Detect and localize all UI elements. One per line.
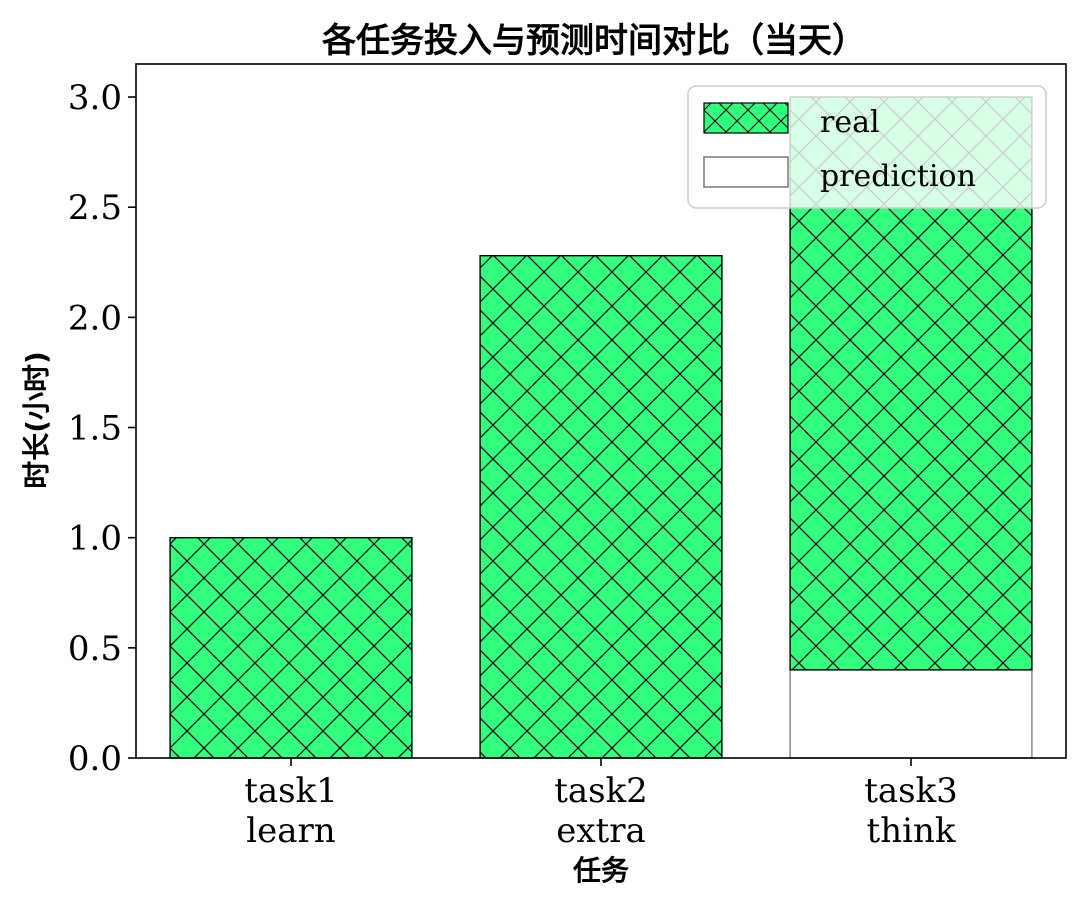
legend: real prediction bbox=[687, 85, 1047, 209]
legend-swatch-prediction bbox=[703, 156, 789, 188]
x-tick-label: think bbox=[867, 811, 956, 851]
chart-title: 各任务投入与预测时间对比（当天） bbox=[322, 21, 866, 61]
y-tick-label: 0.0 bbox=[68, 739, 122, 779]
bar-prediction-task3 bbox=[789, 669, 1033, 759]
y-axis-label: 时长(小时) bbox=[20, 351, 53, 489]
y-tick-label: 3.0 bbox=[68, 78, 122, 118]
y-tick-label: 2.5 bbox=[68, 188, 122, 228]
bar-real-task2 bbox=[479, 254, 723, 759]
y-tick-label: 1.5 bbox=[68, 409, 122, 449]
y-tick-label: 1.0 bbox=[68, 519, 122, 559]
x-tick-label: task3 bbox=[864, 771, 958, 811]
legend-swatch-real bbox=[703, 102, 789, 134]
y-tick-label: 2.0 bbox=[68, 298, 122, 338]
x-tick-label: task2 bbox=[554, 771, 648, 811]
y-axis: 0.0 0.5 1.0 1.5 2.0 2.5 3.0 bbox=[68, 78, 136, 779]
legend-label-real: real bbox=[820, 105, 880, 140]
x-tick-label: task1 bbox=[244, 771, 338, 811]
y-tick-label: 0.5 bbox=[68, 629, 122, 669]
x-tick-label: extra bbox=[556, 811, 645, 851]
bar-real-task1 bbox=[169, 536, 413, 759]
legend-label-prediction: prediction bbox=[820, 159, 976, 194]
x-axis-label: 任务 bbox=[572, 854, 629, 887]
x-tick-label: learn bbox=[246, 811, 335, 851]
